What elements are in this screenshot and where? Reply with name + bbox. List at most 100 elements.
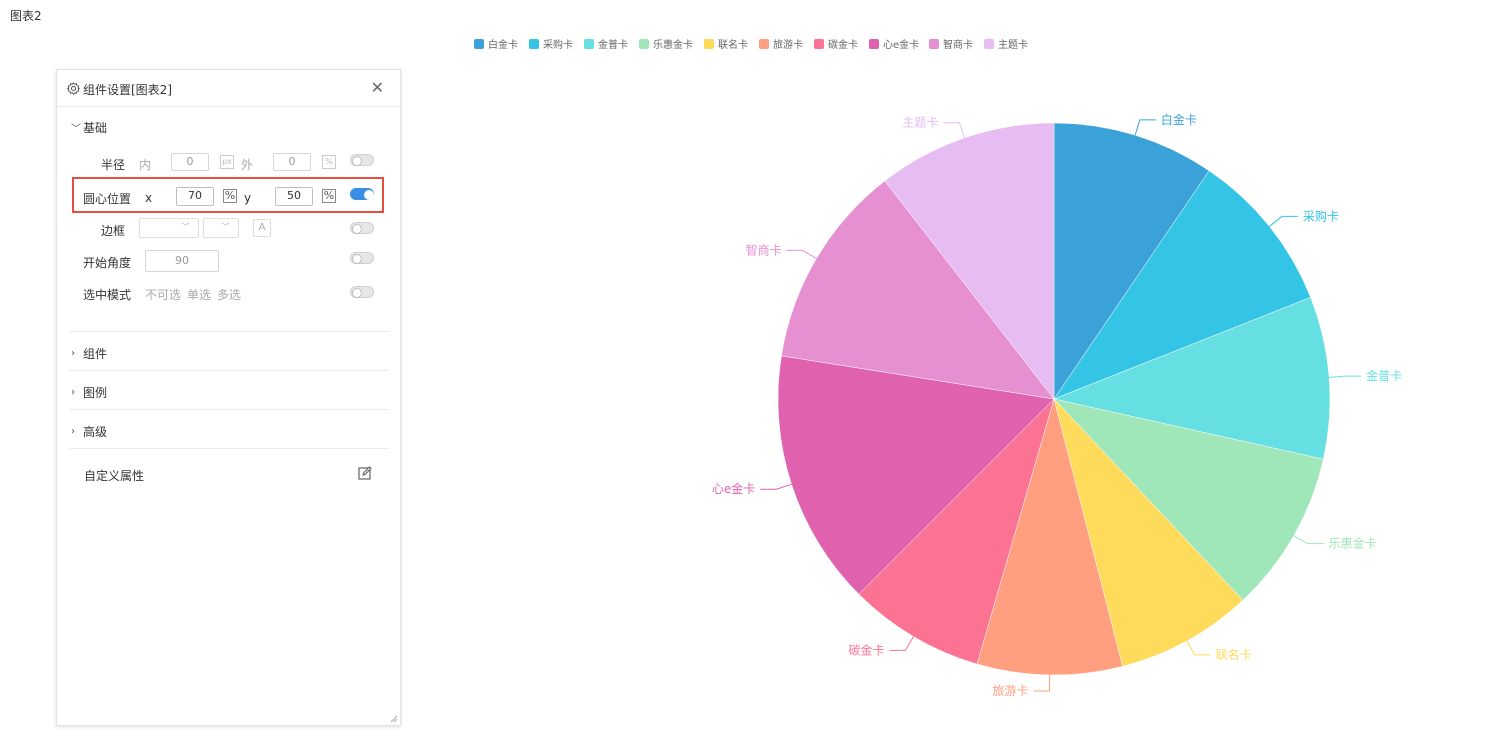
label-line <box>1293 535 1324 545</box>
pie-slice[interactable] <box>858 398 1055 665</box>
border-label: 边框 <box>101 224 126 238</box>
legend-item[interactable]: 联名卡 <box>704 36 748 51</box>
section-basic-label: 基础 <box>83 121 108 135</box>
panel-title: 组件设置[图表2] <box>83 83 172 97</box>
center-y-unit-percent[interactable]: % <box>322 189 336 203</box>
center-x-unit-percent[interactable]: % <box>223 189 237 203</box>
select-mode-none[interactable]: 不可选 <box>145 288 182 302</box>
center-x-label: x <box>145 191 153 205</box>
border-width-select[interactable]: ﹀ <box>203 218 239 238</box>
legend-item[interactable]: 白金卡 <box>474 36 518 51</box>
label-line <box>786 249 817 259</box>
legend-item[interactable]: 金普卡 <box>584 36 628 51</box>
divider <box>69 409 389 410</box>
center-y-label: y <box>244 191 252 205</box>
center-y-input[interactable]: 50 <box>275 187 313 206</box>
legend-item[interactable]: 主题卡 <box>984 36 1028 51</box>
border-toggle[interactable] <box>350 222 374 234</box>
pie-slice[interactable] <box>777 355 1055 595</box>
legend-label: 金普卡 <box>598 40 628 51</box>
legend-label: 碳金卡 <box>828 40 858 51</box>
center-toggle[interactable] <box>350 188 374 200</box>
slice-label: 金普卡 <box>1366 368 1402 383</box>
legend-swatch <box>759 38 769 49</box>
section-component-toggle[interactable]: › 组件 <box>71 345 107 362</box>
radius-toggle[interactable] <box>350 154 374 166</box>
legend-swatch <box>929 38 939 49</box>
start-angle-toggle[interactable] <box>350 252 374 264</box>
chevron-down-icon: ﹀ <box>71 124 81 135</box>
center-x-input[interactable]: 70 <box>176 187 214 206</box>
legend-swatch <box>814 38 824 49</box>
label-line <box>1186 640 1211 656</box>
chevron-right-icon: › <box>71 348 75 359</box>
label-line <box>760 483 792 490</box>
radius-outer-input[interactable]: 0 <box>273 153 311 171</box>
start-angle-input[interactable]: 90 <box>145 250 219 272</box>
select-mode-toggle[interactable] <box>350 286 374 298</box>
radius-outer-label: 外 <box>241 158 254 172</box>
slice-label: 乐惠金卡 <box>1329 536 1377 551</box>
component-settings-panel: 组件设置[图表2] ✕ ﹀ 基础 半径 内 0 px 外 0 % 圆心位置 x … <box>56 69 401 726</box>
resize-handle[interactable] <box>390 715 398 723</box>
pie-slice[interactable] <box>976 398 1123 676</box>
legend-label: 旅游卡 <box>773 40 803 51</box>
section-legend-label: 图例 <box>83 386 108 400</box>
toggle-knob <box>352 288 362 298</box>
slice-label: 心e金卡 <box>712 481 755 496</box>
gear-icon <box>67 82 80 95</box>
label-line <box>1269 215 1298 227</box>
slice-label: 智商卡 <box>746 242 782 257</box>
toggle-knob <box>352 254 362 264</box>
panel-header: 组件设置[图表2] ✕ <box>57 70 400 107</box>
legend-item[interactable]: 智商卡 <box>929 36 973 51</box>
label-line <box>889 636 914 651</box>
start-angle-label: 开始角度 <box>83 256 132 270</box>
label-line <box>1329 375 1362 378</box>
slice-label: 主题卡 <box>902 116 938 130</box>
section-advanced-label: 高级 <box>83 425 108 439</box>
pie-slice[interactable] <box>884 122 1055 400</box>
label-line <box>1033 674 1051 692</box>
legend-swatch <box>984 38 994 49</box>
divider <box>69 448 389 449</box>
legend-item[interactable]: 乐惠金卡 <box>639 36 693 51</box>
section-advanced-toggle[interactable]: › 高级 <box>71 423 107 440</box>
legend-item[interactable]: 心e金卡 <box>869 36 919 51</box>
radius-inner-unit-px[interactable]: px <box>220 155 234 169</box>
chevron-right-icon: › <box>71 387 75 398</box>
toggle-knob <box>352 156 362 166</box>
pie-slice[interactable] <box>1053 297 1331 460</box>
legend-item[interactable]: 碳金卡 <box>814 36 858 51</box>
custom-attr-label: 自定义属性 <box>84 469 145 483</box>
chart-legend: 白金卡 采购卡 金普卡 乐惠金卡 联名卡 旅游卡 碳金卡 心e金卡 智商卡 主题卡 <box>0 36 1497 51</box>
legend-label: 采购卡 <box>543 40 573 51</box>
legend-item[interactable]: 旅游卡 <box>759 36 803 51</box>
radius-outer-unit-percent[interactable]: % <box>322 155 336 169</box>
highlight-box <box>72 177 384 213</box>
legend-swatch <box>869 38 879 49</box>
radius-inner-input[interactable]: 0 <box>171 153 209 171</box>
select-mode-multi[interactable]: 多选 <box>217 288 242 302</box>
legend-item[interactable]: 采购卡 <box>529 36 573 51</box>
edit-icon[interactable] <box>358 466 372 480</box>
section-component-label: 组件 <box>83 347 108 361</box>
legend-label: 智商卡 <box>943 40 973 51</box>
radius-label: 半径 <box>101 158 126 172</box>
toggle-knob <box>352 224 362 234</box>
pie-slice[interactable] <box>1053 398 1244 667</box>
legend-swatch <box>639 38 649 49</box>
section-legend-toggle[interactable]: › 图例 <box>71 384 107 401</box>
border-color-button[interactable]: A <box>253 219 271 237</box>
select-mode-label: 选中模式 <box>83 288 132 302</box>
label-line <box>943 122 966 139</box>
select-mode-single[interactable]: 单选 <box>187 288 212 302</box>
close-icon[interactable]: ✕ <box>370 78 384 97</box>
legend-swatch <box>584 38 594 49</box>
slice-label: 联名卡 <box>1216 647 1252 662</box>
legend-swatch <box>704 38 714 49</box>
border-style-select[interactable]: ﹀ <box>139 218 199 238</box>
legend-label: 乐惠金卡 <box>653 40 693 51</box>
section-basic-toggle[interactable]: ﹀ 基础 <box>71 119 107 136</box>
